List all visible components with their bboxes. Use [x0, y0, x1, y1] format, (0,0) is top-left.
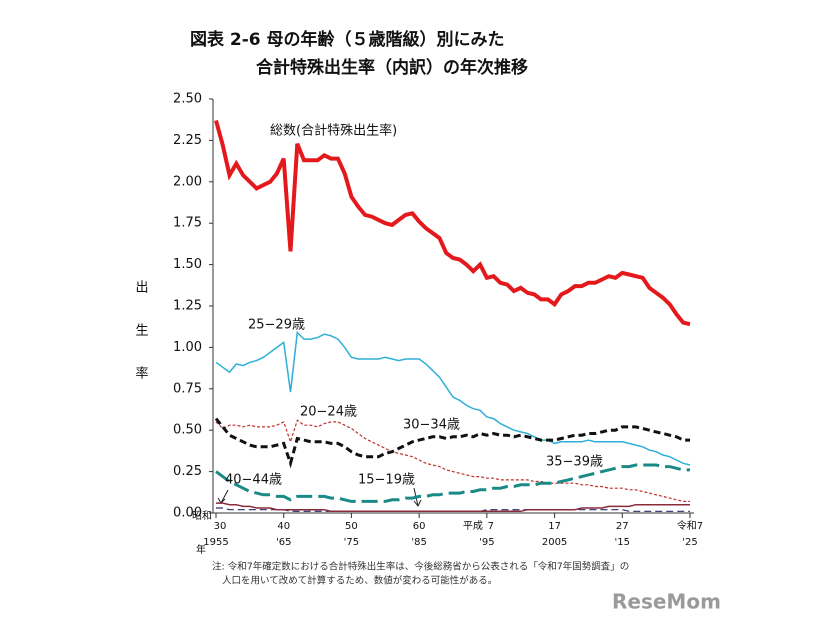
annotation-arrow	[413, 499, 422, 507]
series-label: 35−39歳	[546, 455, 603, 470]
series-line	[215, 330, 691, 466]
x-tick-label: '85	[411, 537, 426, 548]
series-label: 15−19歳	[358, 473, 415, 488]
x-tick-label: '25	[682, 537, 697, 548]
x-era-label: 50	[345, 521, 358, 532]
x-era-label: 30	[214, 521, 227, 532]
annotation-arrow	[220, 489, 229, 504]
x-era-name: 昭和	[192, 510, 212, 522]
series-line	[214, 417, 690, 469]
y-axis-label: 出生率	[133, 280, 149, 409]
series-label: 総数(合計特殊出生率)	[270, 123, 397, 139]
note-line: 人口を用いて改めて計算するため、数値が変わる可能性がある。	[222, 575, 497, 587]
series-line	[216, 502, 690, 513]
x-tick-label: '15	[615, 537, 630, 548]
x-era-label: 17	[548, 521, 561, 532]
y-tick-label: 1.50	[173, 257, 202, 272]
series-line	[215, 419, 690, 502]
x-tick-label: 2005	[542, 537, 567, 548]
watermark: ReseMom	[612, 590, 721, 614]
y-tick-label: 0.50	[173, 423, 202, 438]
annotation-arrow	[217, 497, 226, 504]
x-tick-label: '75	[344, 537, 359, 548]
x-tick-label: '95	[479, 537, 494, 548]
series-label: 25−29歳	[248, 318, 305, 333]
x-axis-label: 年	[196, 543, 206, 556]
y-tick-label: 0.75	[173, 381, 202, 396]
x-era-name: 平成	[463, 520, 483, 532]
y-tick-label: 2.25	[173, 133, 202, 148]
y-tick-label: 2.50	[173, 92, 202, 107]
series-label: 40−44歳	[225, 473, 282, 488]
note-line: 注: 令和7年確定数における合計特殊出生率は、今後総務省から公表される「令和7年…	[212, 561, 629, 573]
series-label: 20−24歳	[300, 405, 357, 420]
x-era-label: 27	[616, 521, 629, 532]
series-label: 30−34歳	[403, 418, 460, 433]
y-tick-label: 2.00	[173, 174, 202, 189]
chart-title: 図表 2-6 母の年齢（５歳階級）別にみた	[190, 29, 505, 50]
x-tick-label: 1955	[203, 537, 228, 548]
series-line	[214, 119, 691, 327]
x-era-label: 令和7	[677, 519, 703, 532]
y-tick-label: 0.00	[173, 506, 202, 521]
chart-subtitle: 合計特殊出生率（内訳）の年次推移	[256, 57, 528, 78]
x-era-label: 7	[488, 521, 494, 532]
y-tick-label: 1.75	[173, 216, 202, 231]
y-tick-label: 0.25	[173, 464, 202, 479]
x-era-label: 60	[413, 521, 426, 532]
x-tick-label: '65	[276, 537, 291, 548]
x-era-label: 40	[277, 521, 290, 532]
series-line	[215, 463, 690, 503]
y-tick-label: 1.00	[173, 340, 202, 355]
y-tick-label: 1.25	[173, 299, 202, 314]
